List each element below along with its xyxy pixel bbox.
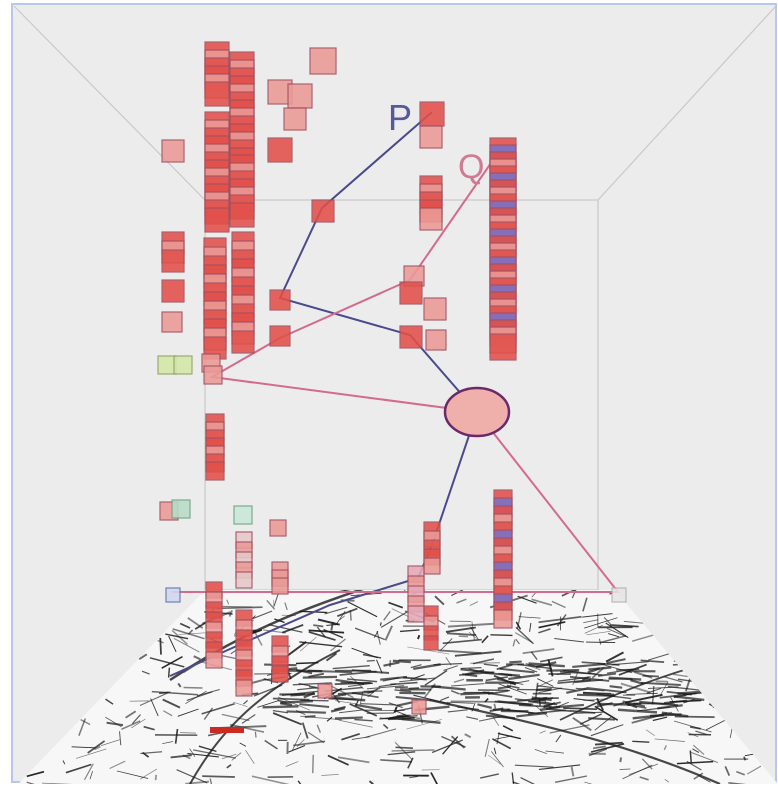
trace-cube <box>400 326 422 348</box>
map-street <box>160 638 161 655</box>
map-street <box>392 750 435 751</box>
trace-cube <box>612 588 626 602</box>
map-street <box>300 700 328 701</box>
map-street <box>184 688 203 689</box>
trace-cube <box>424 558 440 574</box>
map-street <box>616 669 639 670</box>
trace-cube <box>268 138 292 162</box>
map-street <box>388 718 415 719</box>
trace-cube <box>205 82 229 106</box>
map-street <box>643 676 659 677</box>
map-street <box>536 689 551 690</box>
map-street <box>563 708 597 709</box>
trace-cube <box>162 140 184 162</box>
map-highlight-marker <box>210 727 244 733</box>
map-street <box>509 662 521 663</box>
trace-cube <box>490 334 516 360</box>
trace-cube <box>205 208 229 232</box>
map-street <box>169 668 170 678</box>
map-street <box>303 677 337 678</box>
trace-cube <box>236 572 252 588</box>
map-street <box>280 701 313 703</box>
map-street <box>156 775 157 780</box>
map-street <box>744 757 745 761</box>
trace-cube <box>232 331 254 353</box>
map-street <box>620 769 631 770</box>
map-street <box>255 732 256 738</box>
trace-cube <box>318 684 332 698</box>
trace-cube <box>284 108 306 130</box>
map-street <box>305 716 316 717</box>
map-street <box>451 701 497 702</box>
map-street <box>396 747 413 748</box>
trace-cube <box>206 462 224 480</box>
map-street <box>675 717 715 718</box>
map-street <box>620 758 621 763</box>
map-street <box>263 706 299 707</box>
map-street <box>329 699 357 700</box>
trace-cube <box>420 208 442 230</box>
trace-cube <box>424 636 438 650</box>
map-street <box>461 668 482 669</box>
trace-cube <box>420 126 442 148</box>
map-street <box>202 776 235 777</box>
trace-cube <box>270 290 290 310</box>
trace-cube <box>174 356 192 374</box>
trace-cube <box>236 680 252 696</box>
trace-cube <box>270 520 286 536</box>
trace-cube <box>420 102 444 126</box>
map-street <box>335 718 363 719</box>
trace-cube <box>234 506 252 524</box>
map-street <box>588 718 615 719</box>
trace-cube <box>424 298 446 320</box>
meeting-point-ellipse[interactable] <box>445 388 509 436</box>
map-street <box>409 688 419 689</box>
map-street <box>273 699 310 700</box>
trace-cube <box>206 652 222 668</box>
trace-cube <box>166 588 180 602</box>
map-street <box>546 670 578 671</box>
trace-cube <box>272 666 288 682</box>
label-p: P <box>388 97 412 138</box>
map-street <box>459 636 468 637</box>
trace-cube <box>270 326 290 346</box>
label-q: Q <box>458 148 484 186</box>
trace-cube <box>158 356 176 374</box>
trace-cube <box>204 366 222 384</box>
map-street <box>610 686 623 688</box>
trace-cube <box>162 280 184 302</box>
trace-cube <box>310 48 336 74</box>
map-street <box>418 635 419 639</box>
trace-cube <box>400 282 422 304</box>
map-street <box>632 741 649 742</box>
map-street <box>690 751 691 763</box>
map-street <box>395 687 408 688</box>
map-street <box>216 607 262 608</box>
trace-cube <box>272 578 288 594</box>
trace-cube <box>494 610 512 628</box>
map-street <box>380 622 381 625</box>
trace-cube <box>230 203 254 227</box>
trace-cube <box>412 700 426 714</box>
map-street <box>180 733 196 734</box>
map-street <box>367 661 375 662</box>
trace-cube <box>162 312 182 332</box>
trace-cube <box>288 84 312 108</box>
trace-cube <box>312 200 334 222</box>
trace-cube <box>426 330 446 350</box>
trace-cube <box>408 606 424 622</box>
trace-cube <box>162 250 184 272</box>
map-street <box>287 711 326 712</box>
map-street <box>490 635 512 636</box>
trace-cube <box>172 500 190 518</box>
